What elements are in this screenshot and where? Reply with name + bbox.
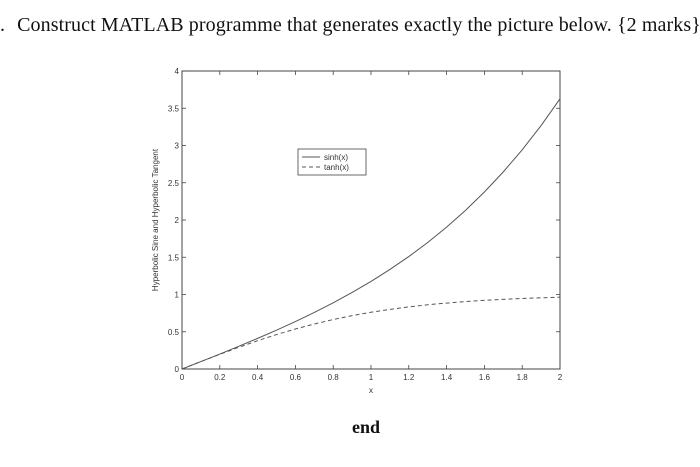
y-tick-label: 4 <box>175 67 180 76</box>
chart-figure: 0 0.2 0.4 0.6 0.8 1 1.2 1.4 1.6 1.8 2 0 0.5 1 1.5 2 2.5 3… <box>120 58 590 410</box>
y-tick-label: 0 <box>175 365 180 374</box>
x-tick-label: 2 <box>558 373 563 382</box>
end-label: end <box>352 417 381 437</box>
y-tick-label: 1.5 <box>168 253 180 262</box>
x-tick-label: 0.6 <box>290 373 302 382</box>
x-tick-label: 0.2 <box>214 373 226 382</box>
legend-box <box>297 148 367 176</box>
x-tick-label: 0.8 <box>328 373 340 382</box>
y-tick-label: 2 <box>175 216 180 225</box>
x-tick-label: 1 <box>369 373 374 382</box>
x-tick-label: 0.4 <box>252 373 264 382</box>
question-number: . <box>0 14 6 36</box>
legend-label-1: tanh(x) <box>324 163 349 172</box>
x-tick-label: 1.6 <box>479 373 491 382</box>
question-text: . Construct MATLAB programme that generat… <box>0 14 700 37</box>
y-tick-label: 3 <box>175 142 180 151</box>
x-axis-label: x <box>369 386 373 395</box>
series-line-1 <box>181 296 561 370</box>
x-tick-label: 1.8 <box>517 373 529 382</box>
legend-label-0: sinh(x) <box>324 153 348 162</box>
y-tick-label: 1 <box>175 291 180 300</box>
y-tick-label: 3.5 <box>168 104 180 113</box>
x-tick-label: 1.2 <box>403 373 415 382</box>
y-tick-label: 0.5 <box>168 328 180 337</box>
y-axis-label: Hyperbolic Sine and Hyperbolic Tangent <box>151 148 160 291</box>
question-body: Construct MATLAB programme that generate… <box>17 14 700 36</box>
plot-frame <box>181 70 561 370</box>
chart-svg: 0 0.2 0.4 0.6 0.8 1 1.2 1.4 1.6 1.8 2 0 0.5 1 1.5 2 2.5 3… <box>151 67 563 395</box>
y-tick-label: 2.5 <box>168 179 180 188</box>
series-line-0 <box>181 98 561 370</box>
x-tick-label: 1.4 <box>441 373 453 382</box>
x-tick-label: 0 <box>180 373 185 382</box>
